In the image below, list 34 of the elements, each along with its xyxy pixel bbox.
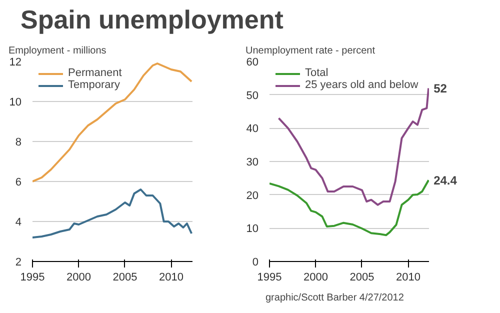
legend-label: Total (305, 67, 328, 79)
line-series (32, 62, 192, 182)
annotation: 52 (434, 82, 448, 96)
x-tick-label: 2000 (304, 272, 328, 284)
y-axis-title: Unemployment rate - percent (246, 46, 376, 56)
x-tick-label: 2010 (396, 272, 420, 284)
x-tick-label: 1995 (257, 272, 282, 284)
x-tick-label: 1995 (20, 272, 45, 284)
y-tick-label: 10 (246, 223, 259, 236)
y-tick-label: 60 (246, 56, 259, 68)
x-tick-label: 2000 (66, 272, 91, 284)
y-tick-label: 30 (246, 156, 259, 168)
legend-label: Permanent (68, 67, 122, 79)
legend-label: 25 years old and below (305, 79, 418, 91)
y-tick-label: 6 (15, 176, 22, 188)
y-tick-label: 50 (246, 90, 259, 102)
y-tick-label: 0 (252, 256, 259, 268)
y-tick-label: 40 (246, 123, 259, 136)
y-tick-label: 12 (9, 56, 22, 68)
y-axis-title: Employment - millions (8, 46, 106, 56)
line-series (270, 179, 429, 236)
x-tick-label: 2005 (350, 272, 374, 284)
legend-label: Temporary (68, 79, 120, 91)
y-tick-label: 20 (246, 190, 259, 202)
y-tick-label: 4 (15, 216, 22, 228)
line-series (32, 188, 192, 238)
y-tick-label: 2 (15, 256, 22, 268)
text: graphic/Scott Barber 4/27/2012 (266, 292, 404, 304)
y-tick-label: 8 (15, 136, 22, 148)
y-tick-label: 10 (9, 96, 22, 108)
annotation: 24.4 (434, 174, 458, 188)
x-tick-label: 2010 (158, 272, 184, 284)
chart-title: Spain unemployment (20, 4, 284, 34)
x-tick-label: 2005 (112, 272, 138, 284)
